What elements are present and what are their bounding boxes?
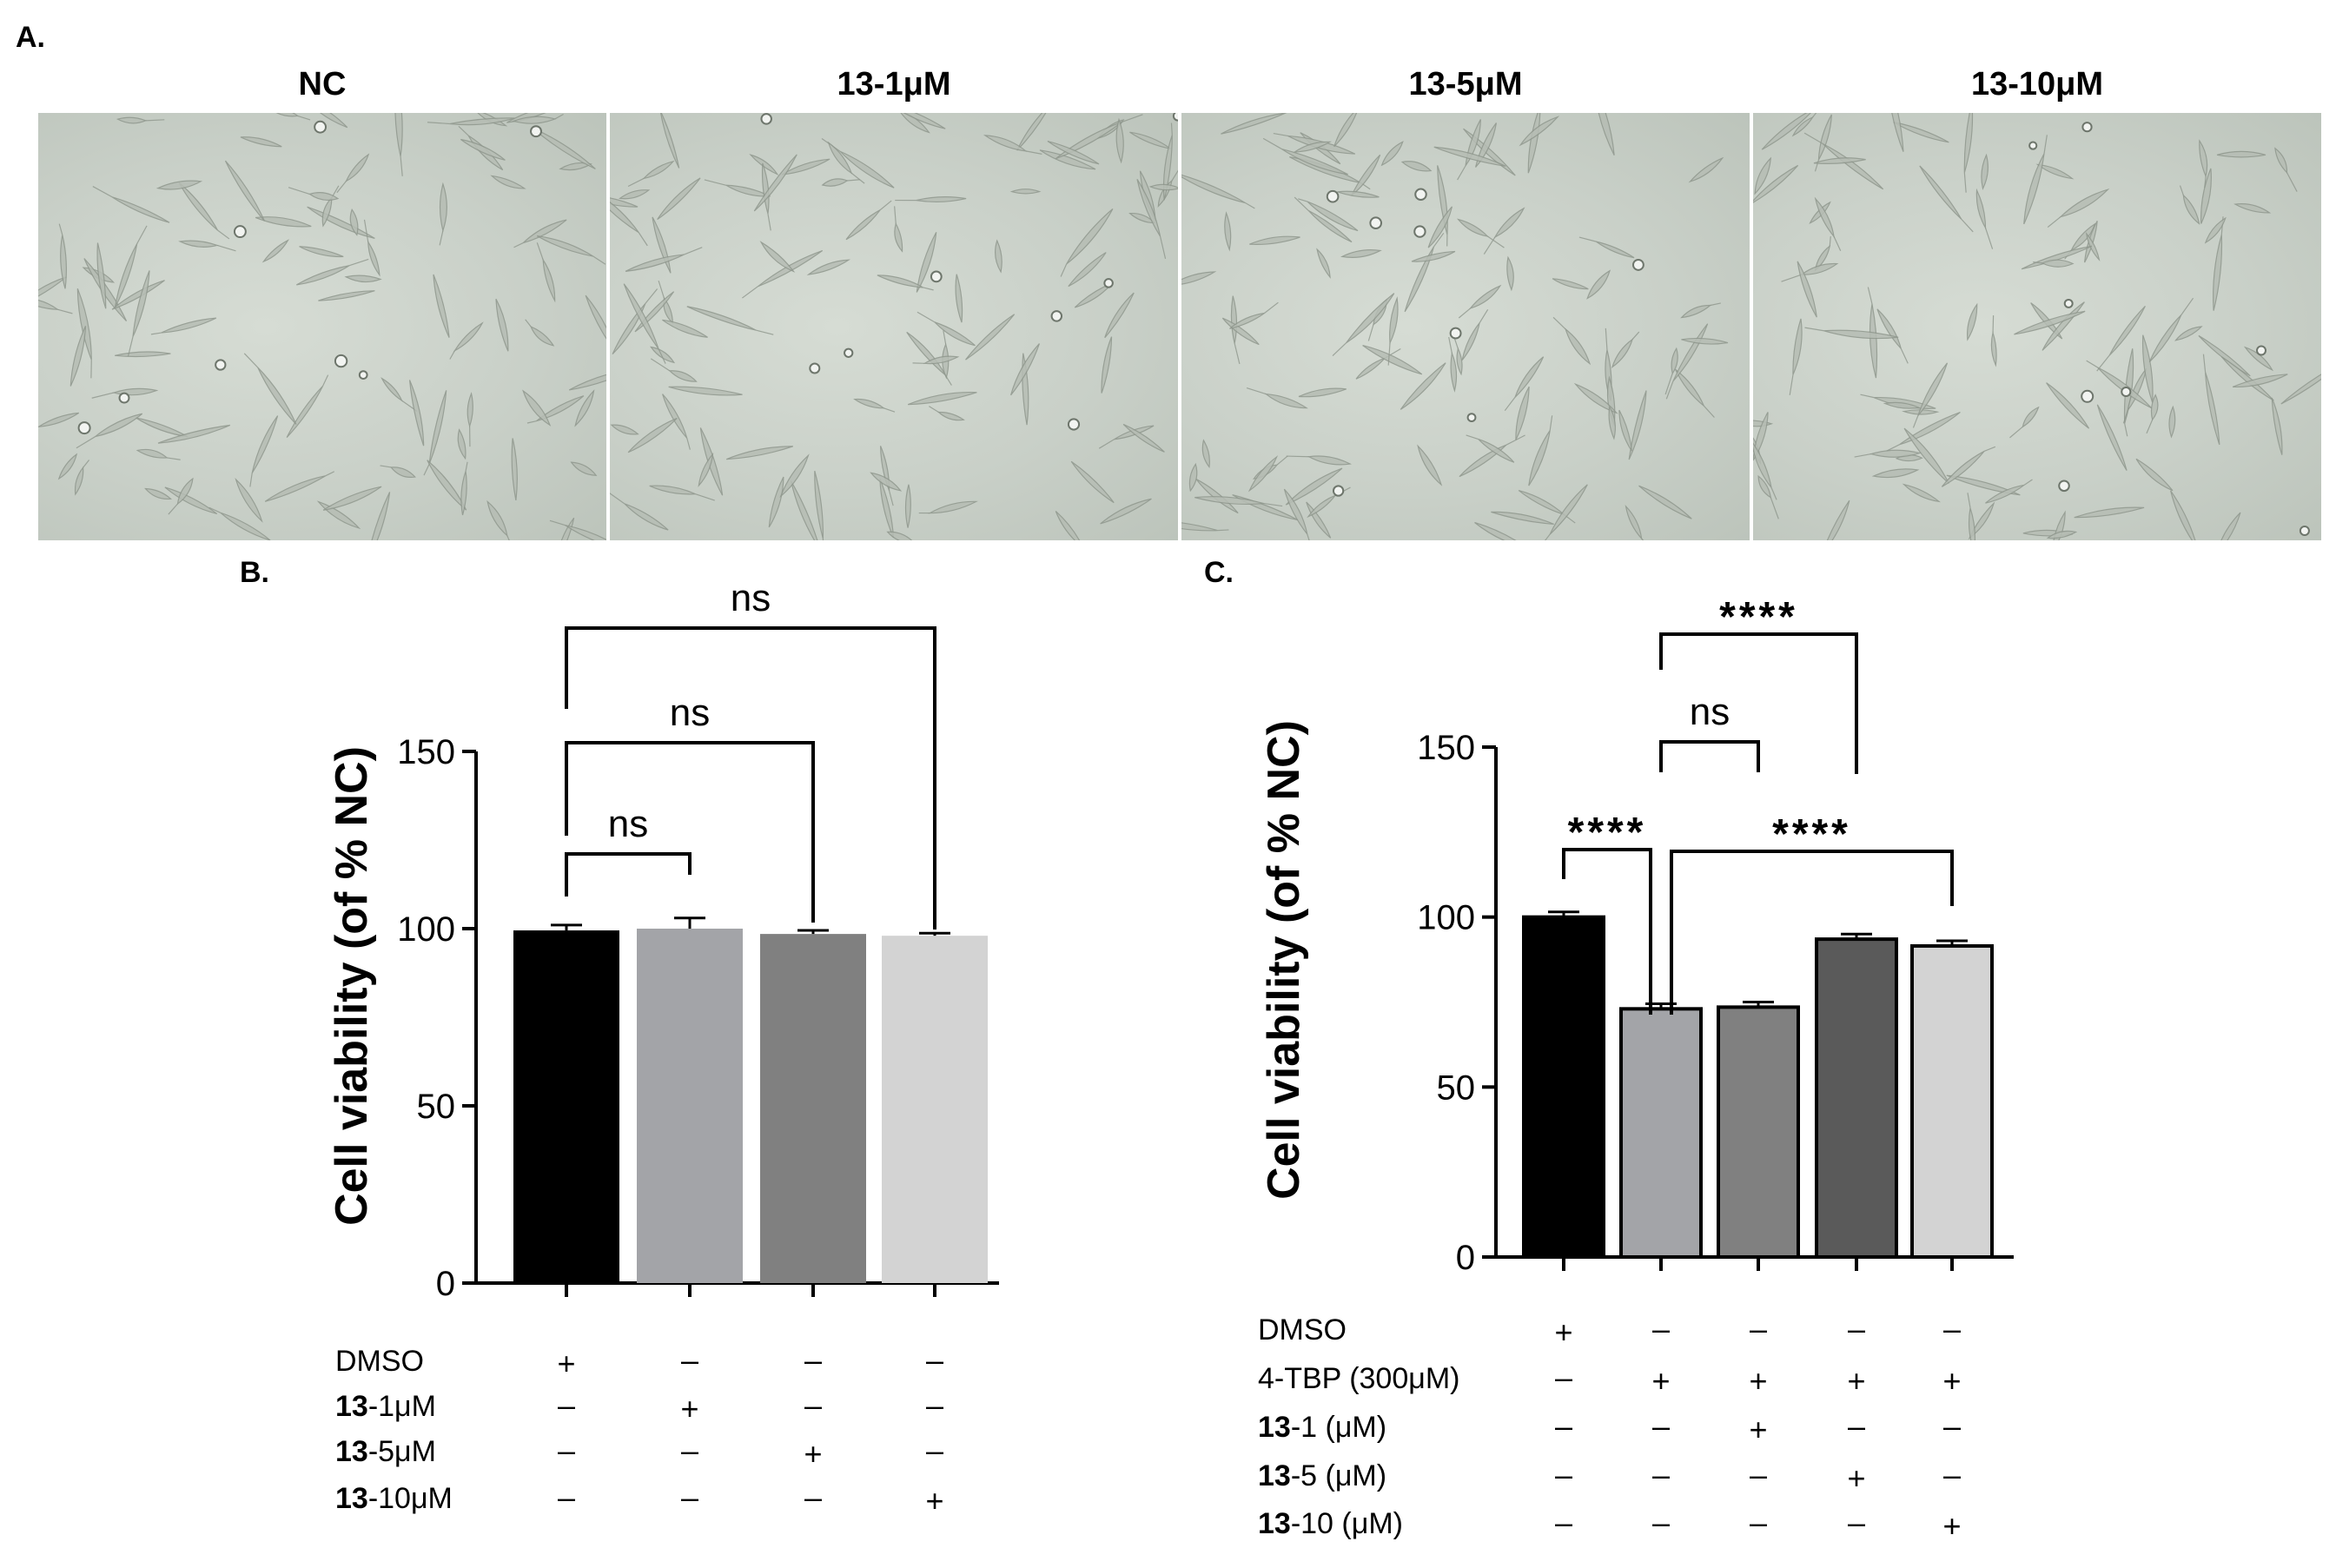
chart-c-treatment-mark: –	[1943, 1457, 1961, 1492]
chart-b-treatment-mark: +	[680, 1391, 698, 1426]
chart-b-significance-bracket	[565, 626, 936, 930]
chart-c-treatment-mark: –	[1652, 1408, 1670, 1444]
chart-b-y-tick-label: 0	[436, 1265, 455, 1303]
chart-c-treatment-mark: –	[1943, 1311, 1961, 1346]
chart-b-treatment-mark: –	[681, 1342, 698, 1378]
chart-c-y-tick-label: 50	[1437, 1068, 1476, 1107]
chart-b-y-tick-label: 100	[397, 910, 455, 949]
chart-c-bar	[1815, 937, 1898, 1260]
micrograph-13-1um	[610, 113, 1178, 540]
chart-c-bar	[1619, 1007, 1703, 1259]
chart-c-significance-bracket	[1659, 632, 1858, 774]
chart-c-treatment-mark: –	[1750, 1505, 1767, 1540]
chart-c-treatment-mark: –	[1848, 1505, 1865, 1540]
chart-b-treatment-mark: +	[804, 1436, 822, 1472]
chart-b-treatment-mark: –	[926, 1387, 943, 1423]
chart-b-significance-bracket	[565, 852, 692, 896]
chart-b-treatment-mark: –	[926, 1342, 943, 1378]
chart-c-treatment-row-label: 4-TBP (300μM)	[1258, 1362, 1460, 1395]
chart-c-treatment-row-label: 13-10 (μM)	[1258, 1507, 1403, 1540]
chart-c-bar	[1522, 915, 1605, 1259]
chart-c-significance-bracket	[1659, 740, 1760, 772]
chart-b-treatment-mark: +	[557, 1346, 575, 1381]
panel-c-label: C.	[1204, 556, 1234, 589]
chart-c-treatment-mark: –	[1652, 1311, 1670, 1346]
chart-c-treatment-mark: –	[1652, 1457, 1670, 1492]
chart-b-significance-bracket	[565, 741, 815, 923]
chart-c-treatment-mark: +	[1749, 1412, 1767, 1447]
chart-c-treatment-mark: +	[1554, 1314, 1572, 1350]
chart-b-treatment-mark: –	[558, 1432, 575, 1468]
chart-c-treatment-mark: –	[1750, 1311, 1767, 1346]
chart-b-treatment-mark: –	[804, 1342, 822, 1378]
chart-b-bar	[637, 929, 743, 1283]
chart-b-treatment-mark: –	[926, 1432, 943, 1468]
micrograph-title-13-5um: 13-5μM	[1408, 66, 1523, 103]
chart-c-treatment-mark: –	[1555, 1408, 1572, 1444]
chart-c-significance-label: ****	[1719, 594, 1798, 640]
chart-c-treatment-mark: –	[1652, 1505, 1670, 1540]
chart-b-treatment-mark: +	[925, 1483, 943, 1518]
chart-c-treatment-mark: –	[1943, 1408, 1961, 1444]
chart-b-significance-label: ns	[731, 577, 771, 619]
chart-c-y-tick-label: 100	[1417, 899, 1475, 937]
chart-c-bar	[1910, 943, 1994, 1260]
micrograph-nc	[38, 113, 606, 540]
chart-b-treatment-row-label: 13-1μM	[335, 1390, 436, 1423]
chart-c-treatment-mark: +	[1749, 1363, 1767, 1399]
chart-c-significance-label: ****	[1568, 810, 1647, 856]
chart-c-treatment-mark: –	[1848, 1408, 1865, 1444]
chart-c-treatment-mark: –	[1750, 1457, 1767, 1492]
chart-b-significance-label: ns	[670, 691, 710, 734]
chart-c-significance-label: ns	[1690, 691, 1730, 733]
chart-b-treatment-mark: –	[804, 1479, 822, 1515]
chart-c-significance-bracket	[1562, 848, 1652, 1015]
chart-b-treatment-row-label: DMSO	[335, 1345, 424, 1378]
chart-b-bar	[882, 936, 988, 1283]
chart-c-y-tick-label: 150	[1417, 729, 1475, 767]
chart-c-treatment-mark: –	[1848, 1311, 1865, 1346]
chart-b-y-tick-label: 50	[417, 1088, 456, 1126]
chart-c-y-tick-label: 0	[1456, 1239, 1475, 1277]
chart-b-treatment-mark: –	[681, 1479, 698, 1515]
panel-a-label: A.	[16, 21, 45, 54]
chart-c-treatment-row-label: 13-5 (μM)	[1258, 1459, 1387, 1492]
micrograph-title-13-10um: 13-10μM	[1970, 66, 2104, 103]
chart-c-treatment-mark: +	[1942, 1363, 1961, 1399]
chart-b-y-tick-label: 150	[397, 733, 455, 771]
chart-c-treatment-row-label: DMSO	[1258, 1313, 1347, 1346]
chart-b-treatment-row-label: 13-5μM	[335, 1435, 436, 1468]
micrograph-title-13-1um: 13-1μM	[837, 66, 951, 103]
chart-c-treatment-mark: –	[1555, 1505, 1572, 1540]
chart-c-treatment-mark: +	[1942, 1508, 1961, 1544]
chart-c-significance-bracket	[1670, 850, 1954, 1015]
chart-b-treatment-mark: –	[804, 1387, 822, 1423]
chart-b-treatment-row-label: 13-10μM	[335, 1482, 453, 1515]
chart-b-significance-label: ns	[608, 803, 648, 845]
chart-c-treatment-mark: –	[1555, 1360, 1572, 1395]
chart-c-bar	[1717, 1005, 1800, 1259]
chart-b-treatment-mark: –	[681, 1432, 698, 1468]
micrograph-13-10um	[1753, 113, 2321, 540]
panel-b-label: B.	[240, 556, 269, 589]
micrograph-title-nc: NC	[298, 66, 347, 103]
micrograph-13-5um	[1181, 113, 1750, 540]
chart-b-treatment-mark: –	[558, 1479, 575, 1515]
chart-c-significance-label: ****	[1772, 811, 1851, 857]
chart-b-bar	[760, 934, 866, 1283]
chart-c-treatment-mark: +	[1847, 1460, 1865, 1496]
chart-c-treatment-mark: +	[1847, 1363, 1865, 1399]
chart-b-treatment-mark: –	[558, 1387, 575, 1423]
chart-b-bar	[513, 930, 619, 1283]
chart-c-treatment-mark: +	[1651, 1363, 1670, 1399]
chart-c-treatment-mark: –	[1555, 1457, 1572, 1492]
chart-c-treatment-row-label: 13-1 (μM)	[1258, 1411, 1387, 1444]
